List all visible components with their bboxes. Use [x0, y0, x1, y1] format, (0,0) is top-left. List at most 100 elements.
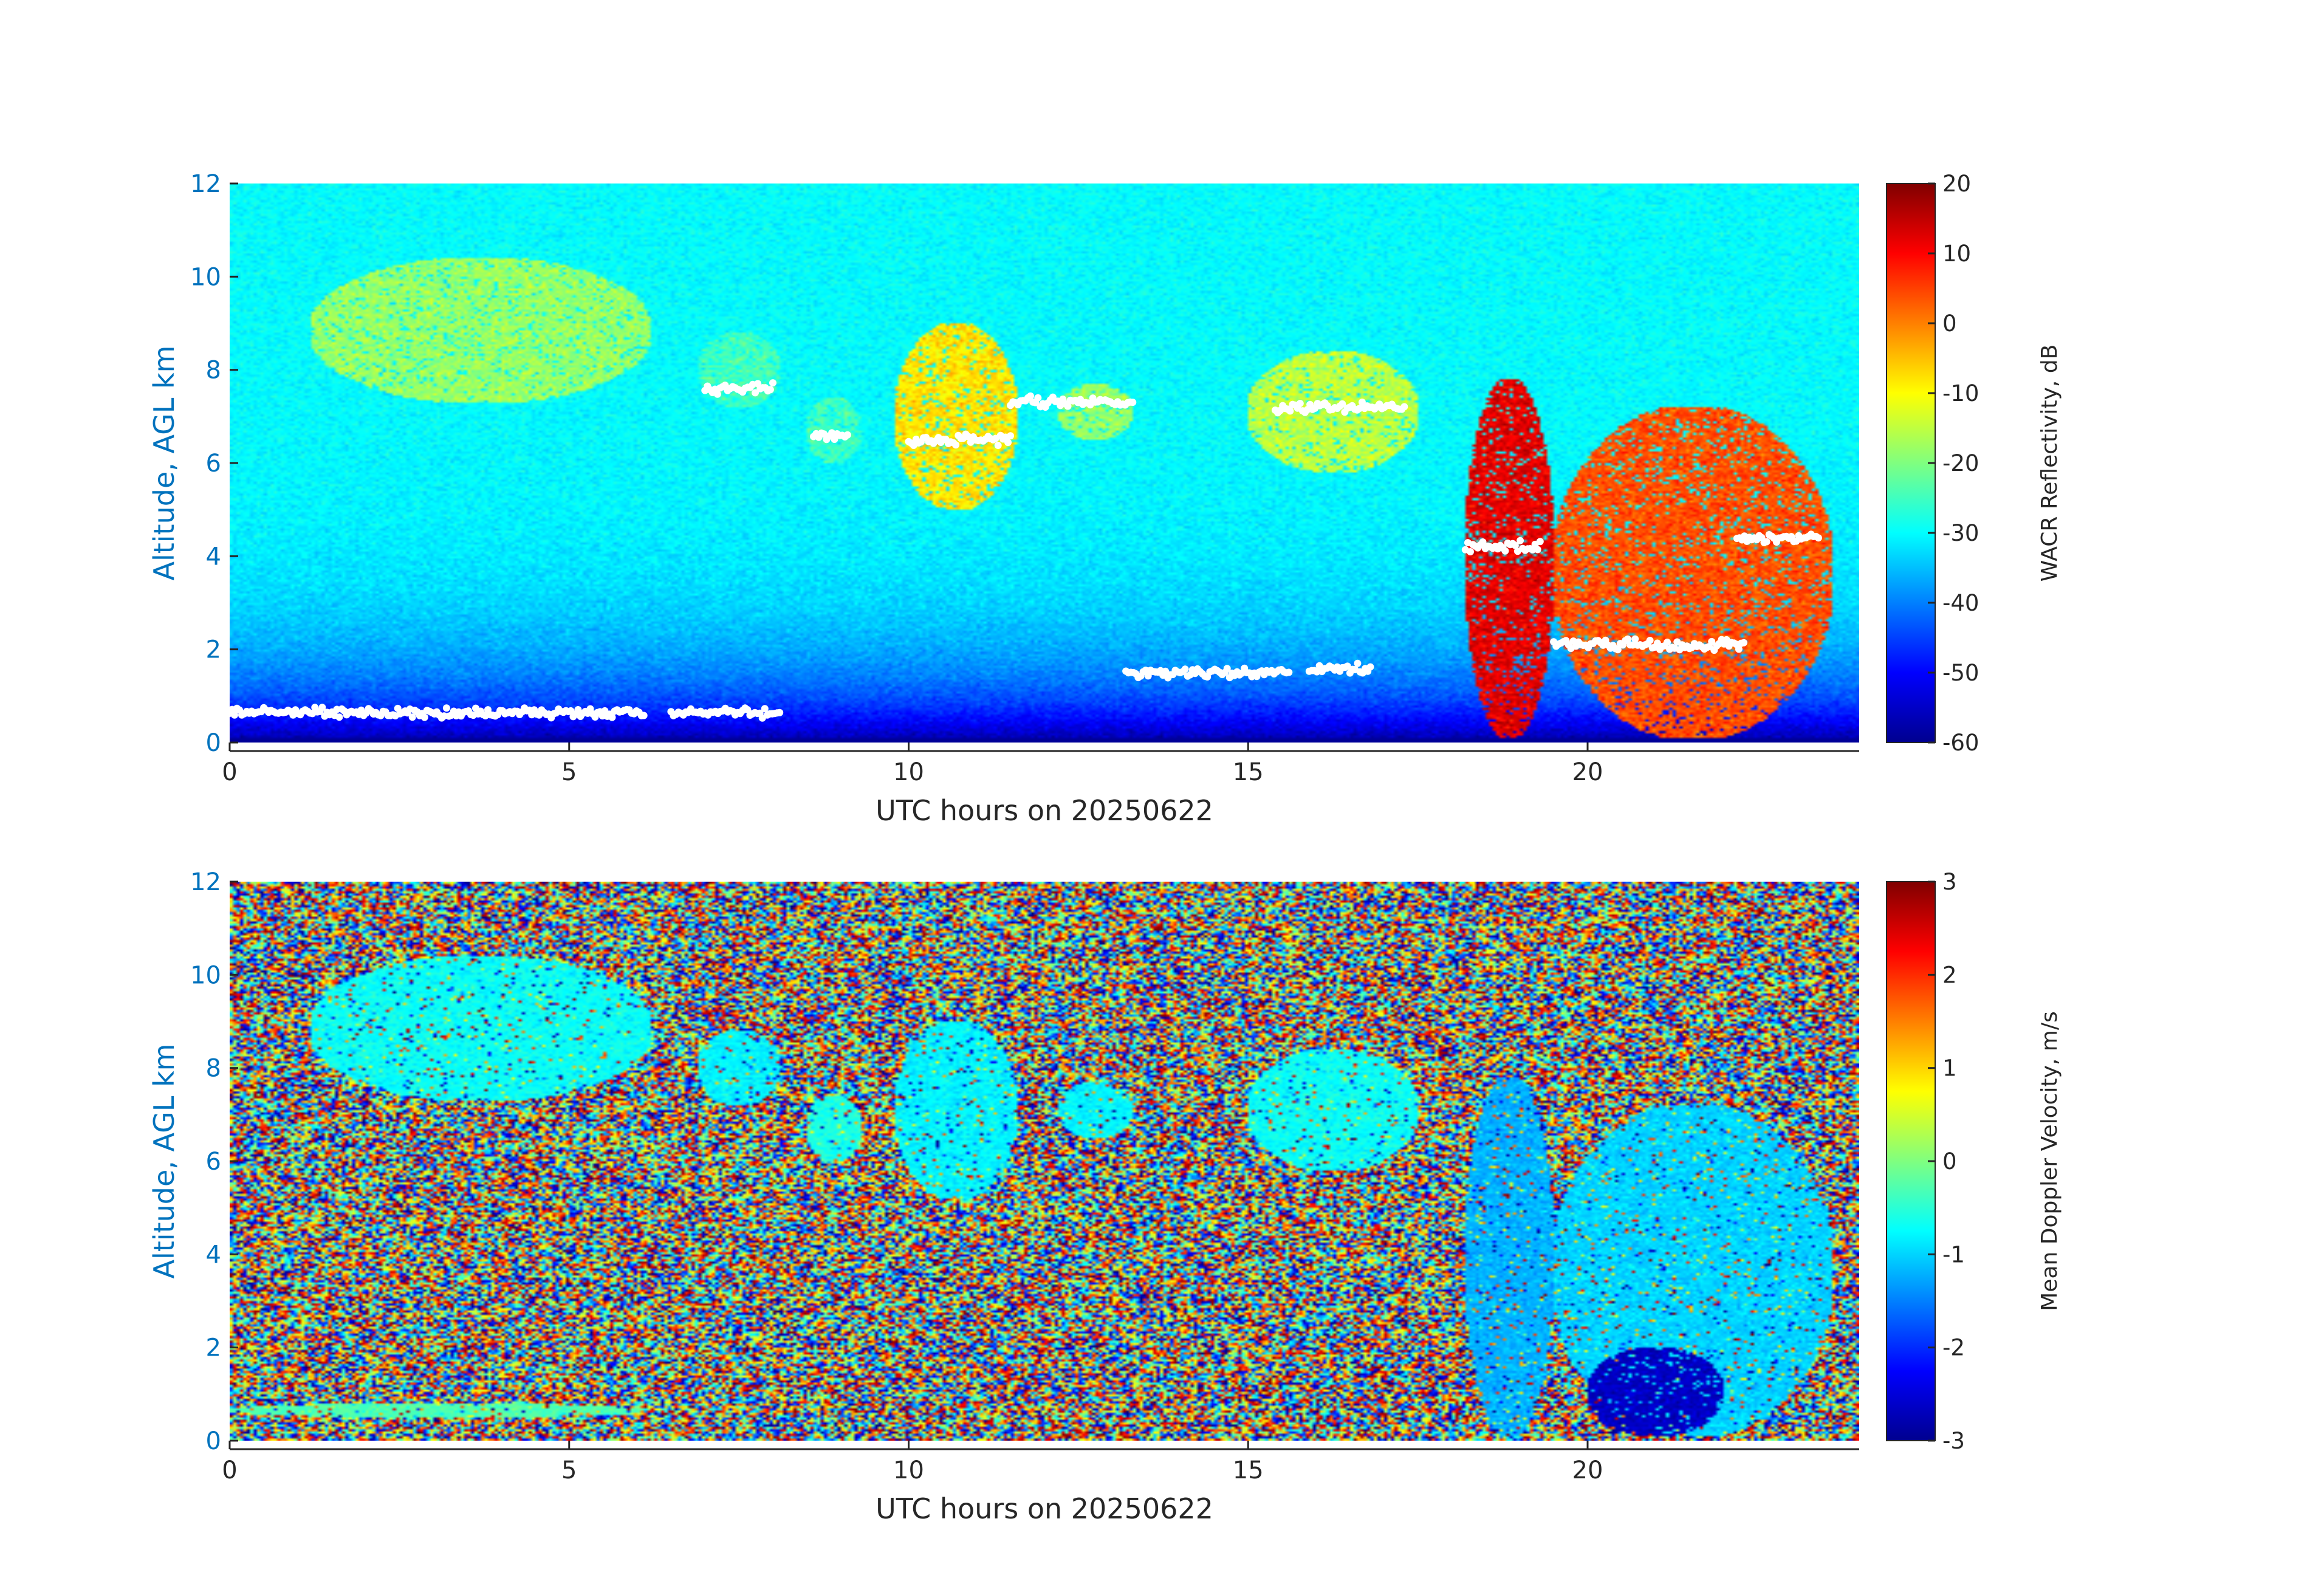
y-tick-label: 6 [206, 1148, 221, 1176]
y-tick-label: 0 [206, 729, 221, 757]
overlay-dot [1624, 635, 1631, 643]
y-tick-label: 2 [206, 636, 221, 664]
overlay-dot [1814, 534, 1822, 542]
y-tick-label: 4 [206, 1241, 221, 1269]
x-tick-label: 0 [222, 1456, 237, 1484]
colorbar-tick-label: 20 [1942, 171, 1971, 197]
overlay-dot [1501, 547, 1509, 555]
colorbar-label: Mean Doppler Velocity, m/s [2037, 1011, 2062, 1311]
colorbar-tick-label: -3 [1942, 1428, 1965, 1454]
overlay-dot [776, 708, 784, 716]
overlay-dot [1366, 663, 1374, 671]
overlay-dot [1708, 637, 1716, 645]
y-tick-label: 8 [206, 357, 221, 385]
overlay-dot [640, 712, 648, 719]
overlay-dot [1511, 541, 1519, 549]
x-tick-label: 20 [1572, 758, 1603, 786]
overlay-dot [1181, 665, 1189, 673]
overlay-dot [231, 711, 238, 719]
x-tick-label: 10 [893, 758, 924, 786]
overlay-dot [769, 379, 776, 387]
overlay-dot [752, 389, 759, 397]
colorbar-tick-label: 0 [1942, 1148, 1957, 1175]
overlay-dot [1646, 637, 1654, 644]
overlay-dot [420, 713, 428, 721]
y-tick-label: 4 [206, 543, 221, 571]
colorbar-label: WACR Reflectivity, dB [2037, 345, 2062, 582]
overlay-dot [1296, 400, 1304, 407]
colorbar-gradient [1886, 881, 1936, 1441]
reflectivity-panel: 0 2 4 6 8 10 12 0 5 10 15 20 UTC hours on 20250622 Al… [148, 170, 2062, 827]
overlay-dot [1285, 668, 1293, 676]
overlay-dot [744, 706, 752, 713]
overlay-dot [1631, 635, 1639, 643]
overlay-dot [1536, 538, 1544, 546]
overlay-dot [843, 431, 851, 439]
x-tick-label: 0 [222, 758, 237, 786]
overlay-dot [1064, 402, 1072, 410]
overlay-dot [318, 704, 326, 712]
x-tick-label: 20 [1572, 1456, 1603, 1484]
y-tick-label: 12 [190, 170, 221, 198]
overlay-dot [1286, 407, 1294, 415]
overlay-dot [1034, 394, 1042, 402]
overlay-dot [994, 442, 1002, 449]
colorbar-tick-label: -1 [1942, 1241, 1965, 1267]
overlay-dot [761, 705, 769, 713]
colorbar-tick-label: -20 [1942, 450, 1979, 476]
colorbar-tick-label: 1 [1942, 1055, 1957, 1082]
x-tick-label: 5 [561, 758, 577, 786]
overlay-dot [1007, 432, 1015, 440]
overlay-dot [1358, 398, 1366, 406]
overlay-dot [1664, 639, 1671, 646]
y-tick-label: 8 [206, 1055, 221, 1083]
y-tick-label: 10 [190, 961, 221, 989]
overlay-dot [1614, 646, 1622, 654]
overlay-dot [1354, 659, 1362, 667]
overlay-dot [1763, 538, 1770, 546]
overlay-dot [608, 713, 616, 721]
overlay-dot [335, 713, 343, 721]
colorbar-gradient [1886, 183, 1936, 743]
overlay-dot [1517, 537, 1524, 544]
overlay-dot [1740, 639, 1747, 647]
y-axis-label: Altitude, AGL km [148, 345, 180, 580]
overlay-dot [713, 390, 721, 398]
overlay-markers [226, 379, 1822, 722]
y-tick-label: 12 [190, 868, 221, 896]
colorbar: 3 2 1 0 -1 -2 -3 Mean Doppler Velocity, m/s [1886, 869, 2062, 1454]
y-tick-label: 6 [206, 450, 221, 478]
overlay-dot [1467, 548, 1474, 555]
y-tick-label: 0 [206, 1427, 221, 1455]
colorbar: 20 10 0 -10 -20 -30 -40 -50 -60 WACR Reflectivity… [1886, 171, 2062, 756]
colorbar-tick-label: 3 [1942, 869, 1957, 895]
x-axis-label: UTC hours on 20250622 [876, 794, 1213, 827]
x-tick-label: 15 [1233, 758, 1264, 786]
overlay-dot [1479, 538, 1487, 546]
overlay-dot [1129, 399, 1137, 406]
colorbar-tick-label: 2 [1942, 962, 1957, 988]
heatmap-field [230, 184, 1859, 743]
colorbar-tick-label: 10 [1942, 241, 1971, 267]
colorbar-tick-label: 0 [1942, 310, 1957, 337]
overlay-dot [1223, 665, 1231, 673]
x-tick-label: 5 [561, 1456, 577, 1484]
overlay-dot [1534, 546, 1541, 554]
y-tick-label: 10 [190, 263, 221, 291]
x-tick-label: 15 [1233, 1456, 1264, 1484]
overlay-dot [952, 441, 960, 449]
overlay-dot [1735, 645, 1743, 653]
overlay-dot [442, 704, 450, 712]
colorbar-tick-label: -10 [1942, 380, 1979, 406]
overlay-dot [1004, 439, 1012, 447]
y-axis-label: Altitude, AGL km [148, 1043, 180, 1278]
colorbar-tick-label: -40 [1942, 590, 1979, 616]
y-tick-label: 2 [206, 1334, 221, 1362]
colorbar-tick-label: -50 [1942, 660, 1979, 686]
heatmap-field [230, 882, 1859, 1441]
colorbar-tick-label: -60 [1942, 730, 1979, 756]
overlay-dot [408, 713, 416, 721]
overlay-dot [1144, 672, 1152, 680]
